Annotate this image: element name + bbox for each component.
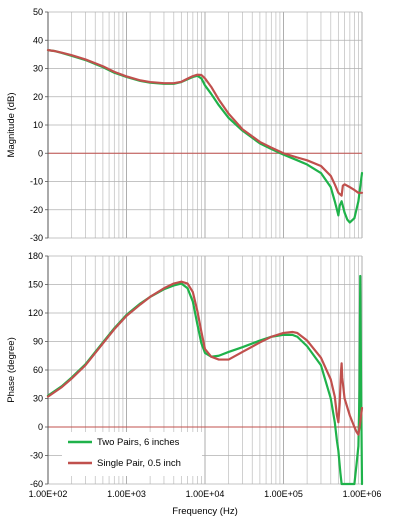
series-line-1: [46, 49, 364, 197]
series-line-1: [46, 280, 364, 436]
y-tick-label: -20: [30, 205, 43, 215]
x-tick-label: 1.00E+03: [107, 489, 146, 499]
x-tick-label: 1.00E+04: [186, 489, 225, 499]
y-tick-label: 60: [33, 365, 43, 375]
y-tick-label: 0: [38, 422, 43, 432]
legend: Two Pairs, 6 inches Single Pair, 0.5 inch: [62, 432, 202, 476]
phase-panel: 180 150 120 90 60 30 0 -30 -60 Phase (degree) 1.00…: [6, 251, 381, 517]
x-tick-label: 1.00E+06: [343, 489, 382, 499]
x-tick-label: 1.00E+05: [264, 489, 303, 499]
y-tick-label: -60: [30, 479, 43, 489]
legend-entry-0: Two Pairs, 6 inches: [97, 437, 180, 448]
magnitude-panel: 50 40 30 20 10 0 -10 -20 -30 Magnitude (dB): [6, 7, 364, 243]
y-tick-label: 30: [33, 64, 43, 74]
y-tick-label: -30: [30, 233, 43, 243]
x-axis-label: Frequency (Hz): [172, 506, 237, 517]
y-tick-label: 150: [28, 280, 43, 290]
y-tick-label: 20: [33, 92, 43, 102]
y-axis-label: Magnitude (dB): [6, 93, 17, 158]
y-tick-label: -10: [30, 177, 43, 187]
y-tick-label: 120: [28, 308, 43, 318]
y-tick-label: 90: [33, 337, 43, 347]
y-tick-label: -30: [30, 451, 43, 461]
y-tick-label: 30: [33, 394, 43, 404]
legend-box: [62, 432, 202, 476]
y-axis-label: Phase (degree): [6, 337, 17, 402]
y-tick-label: 180: [28, 251, 43, 261]
y-tick-label: 40: [33, 35, 43, 45]
y-tick-label: 0: [38, 148, 43, 158]
legend-entry-1: Single Pair, 0.5 inch: [97, 458, 181, 469]
x-tick-label: 1.00E+02: [29, 489, 68, 499]
y-tick-label: 50: [33, 7, 43, 17]
y-tick-label: 10: [33, 120, 43, 130]
